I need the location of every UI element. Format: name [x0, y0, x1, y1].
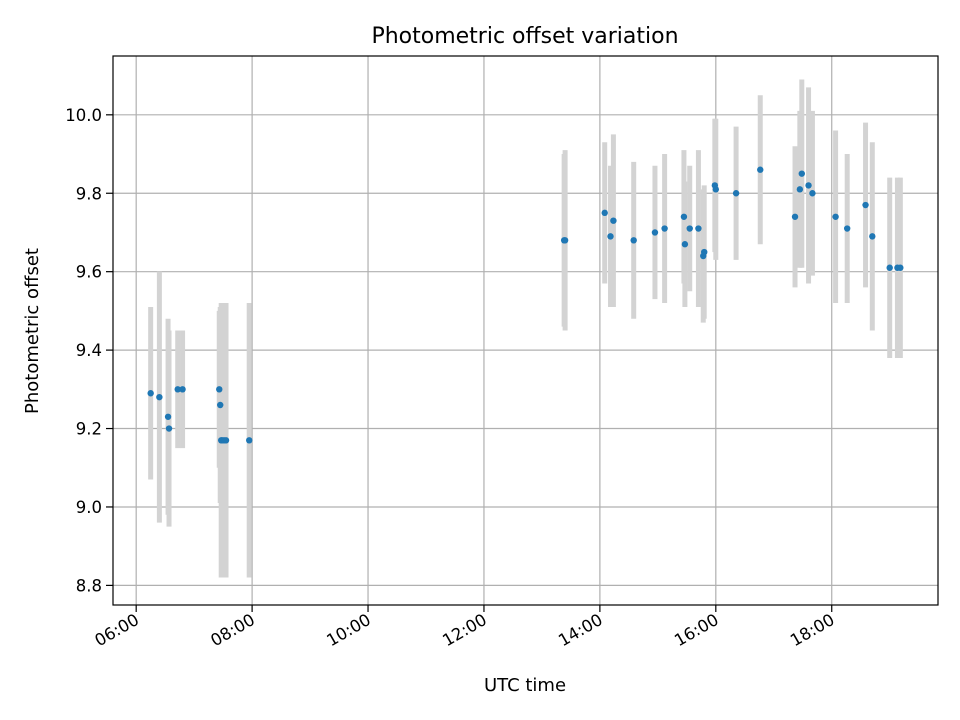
- data-point: [601, 209, 608, 217]
- data-point: [610, 217, 617, 224]
- data-point: [805, 182, 812, 189]
- data-point: [712, 186, 720, 193]
- y-tick-label: 9.8: [76, 184, 102, 203]
- data-point: [695, 225, 702, 232]
- y-tick-label: 10.0: [65, 106, 102, 125]
- data-point: [809, 190, 816, 197]
- data-point: [216, 386, 223, 393]
- data-point: [179, 386, 186, 393]
- data-point: [217, 401, 224, 409]
- chart-title: Photometric offset variation: [371, 24, 678, 49]
- y-tick-label: 9.4: [76, 341, 102, 360]
- data-point: [843, 225, 851, 232]
- x-axis-label: UTC time: [484, 675, 566, 696]
- data-point: [757, 166, 764, 173]
- y-tick-label: 9.6: [76, 263, 102, 282]
- data-point: [630, 237, 637, 244]
- data-point: [869, 233, 876, 240]
- data-point: [897, 264, 904, 271]
- data-point: [222, 437, 230, 444]
- y-tick-label: 8.8: [76, 576, 102, 595]
- data-point: [680, 213, 688, 220]
- data-point: [796, 186, 804, 193]
- data-point: [164, 413, 172, 420]
- data-point: [732, 190, 740, 197]
- data-point: [862, 201, 869, 209]
- data-point: [681, 241, 689, 248]
- data-point: [798, 170, 805, 177]
- data-point: [561, 237, 569, 244]
- data-points: [147, 166, 904, 444]
- data-point: [661, 225, 668, 232]
- data-point: [886, 264, 893, 271]
- y-axis-label: Photometric offset: [22, 248, 43, 414]
- plot-frame: [112, 55, 939, 606]
- data-point: [607, 233, 614, 240]
- data-point: [147, 390, 154, 397]
- data-point: [651, 229, 659, 236]
- y-tick-label: 9.0: [76, 498, 102, 517]
- data-point: [165, 425, 173, 432]
- data-point: [791, 213, 799, 220]
- data-point: [174, 386, 181, 393]
- data-point: [701, 248, 708, 256]
- data-point: [832, 213, 839, 220]
- data-point: [246, 437, 253, 444]
- data-point: [156, 393, 163, 401]
- y-tick-label: 9.2: [76, 420, 102, 439]
- data-point: [686, 225, 693, 232]
